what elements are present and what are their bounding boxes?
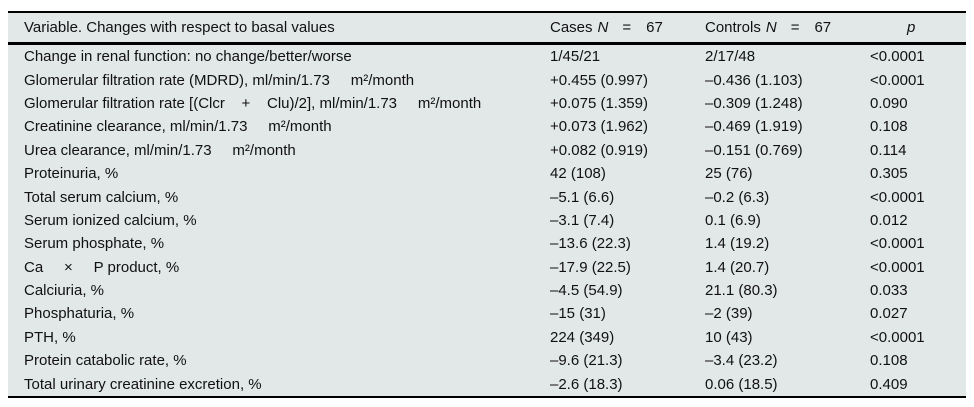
cell-cases: +0.082 (0.919) <box>550 141 648 159</box>
cell-variable: Serum phosphate, % <box>24 235 165 253</box>
cell-variable: Glomerular filtration rate [(Clcr + Clu)… <box>24 94 482 112</box>
cell-variable: Total urinary creatinine excretion, % <box>24 375 262 393</box>
cell-variable: Ca × P product, % <box>24 258 180 276</box>
cell-cases: +0.073 (1.962) <box>550 118 648 136</box>
cell-cases: –9.6 (21.3) <box>550 352 623 370</box>
cell-variable: Calciuria, % <box>24 282 105 300</box>
cell-controls: 0.1 (6.9) <box>705 211 761 229</box>
cell-variable: Phosphaturia, % <box>24 305 135 323</box>
cell-p: <0.0001 <box>870 188 925 206</box>
cell-controls: 1.4 (19.2) <box>705 235 770 253</box>
cell-controls: 0.06 (18.5) <box>705 375 778 393</box>
cell-cases: –2.6 (18.3) <box>550 375 623 393</box>
cell-controls: 2/17/48 <box>705 48 756 66</box>
cell-cases: –5.1 (6.6) <box>550 188 615 206</box>
controls-label: Controls <box>705 19 761 36</box>
cases-label: Cases <box>550 19 593 36</box>
cell-cases: +0.455 (0.997) <box>550 71 648 89</box>
table-row: Glomerular filtration rate (MDRD), ml/mi… <box>8 68 966 91</box>
table-row: Serum phosphate, % –13.6 (22.3) 1.4 (19.2)… <box>8 232 966 255</box>
cell-controls: 21.1 (80.3) <box>705 282 778 300</box>
table-row: Protein catabolic rate, % –9.6 (21.3) –3.4… <box>8 349 966 372</box>
table-row: Change in renal function: no change/bett… <box>8 44 966 69</box>
cell-p: 0.108 <box>870 352 908 370</box>
cell-p: <0.0001 <box>870 328 925 346</box>
controls-equals-sign: = <box>790 19 800 36</box>
cell-controls: –0.2 (6.3) <box>705 188 770 206</box>
table-body: Change in renal function: no change/bett… <box>8 44 966 397</box>
cell-p: <0.0001 <box>870 48 925 66</box>
cell-controls: –0.436 (1.103) <box>705 71 803 89</box>
cell-p: 0.108 <box>870 118 908 136</box>
cell-p: 0.033 <box>870 282 908 300</box>
cell-controls: –0.151 (0.769) <box>705 141 803 159</box>
cell-variable: PTH, % <box>24 328 76 346</box>
cell-cases: 1/45/21 <box>550 48 601 66</box>
table-row: Glomerular filtration rate [(Clcr + Clu)… <box>8 92 966 115</box>
controls-n-symbol: N <box>765 19 777 36</box>
column-header-p: p <box>870 12 966 45</box>
cell-variable: Proteinuria, % <box>24 165 119 183</box>
cell-cases: –15 (31) <box>550 305 606 323</box>
cell-p: 0.012 <box>870 211 908 229</box>
cell-p: 0.409 <box>870 375 908 393</box>
table-row: Calciuria, % –4.5 (54.9) 21.1 (80.3) 0.033 <box>8 279 966 302</box>
cell-variable: Total serum calcium, % <box>24 188 179 206</box>
table-row: Urea clearance, ml/min/1.73 m²/month +0.0… <box>8 139 966 162</box>
cell-controls: –0.309 (1.248) <box>705 94 803 112</box>
cell-variable: Creatinine clearance, ml/min/1.73 m²/mon… <box>24 118 332 136</box>
column-header-variable: Variable. Changes with respect to basal … <box>8 12 550 45</box>
controls-count: 67 <box>814 19 832 36</box>
cases-count: 67 <box>646 19 663 36</box>
results-table: Variable. Changes with respect to basal … <box>8 11 966 398</box>
cell-variable: Glomerular filtration rate (MDRD), ml/mi… <box>24 71 415 89</box>
column-header-controls: Controls N = 67 <box>705 12 870 45</box>
table-row: PTH, % 224 (349) 10 (43) <0.0001 <box>8 326 966 349</box>
column-header-cases: Cases N = 67 <box>550 12 705 45</box>
cell-controls: 1.4 (20.7) <box>705 258 770 276</box>
table-row: Proteinuria, % 42 (108) 25 (76) 0.305 <box>8 162 966 185</box>
cell-controls: 10 (43) <box>705 328 753 346</box>
cell-cases: –17.9 (22.5) <box>550 258 631 276</box>
table-row: Phosphaturia, % –15 (31) –2 (39) 0.027 <box>8 302 966 325</box>
cell-controls: –2 (39) <box>705 305 753 323</box>
cell-p: <0.0001 <box>870 235 925 253</box>
table-container: Variable. Changes with respect to basal … <box>8 11 966 398</box>
table-row: Total urinary creatinine excretion, % –2.… <box>8 372 966 396</box>
table-row: Serum ionized calcium, % –3.1 (7.4) 0.1 (6… <box>8 209 966 232</box>
cell-controls: –3.4 (23.2) <box>705 352 778 370</box>
cell-controls: –0.469 (1.919) <box>705 118 803 136</box>
cases-n-symbol: N <box>597 19 609 36</box>
cell-p: 0.027 <box>870 305 908 323</box>
cell-variable: Change in renal function: no change/bett… <box>24 48 352 66</box>
cell-p: 0.090 <box>870 94 908 112</box>
cell-variable: Protein catabolic rate, % <box>24 352 187 370</box>
cell-cases: +0.075 (1.359) <box>550 94 648 112</box>
cell-cases: –13.6 (22.3) <box>550 235 631 253</box>
table-row: Creatinine clearance, ml/min/1.73 m²/mon… <box>8 115 966 138</box>
cell-p: 0.114 <box>870 141 907 159</box>
table-header: Variable. Changes with respect to basal … <box>8 12 966 45</box>
cell-p: <0.0001 <box>870 258 925 276</box>
cases-equals-sign: = <box>622 19 632 36</box>
table-row: Total serum calcium, % –5.1 (6.6) –0.2 (6.… <box>8 185 966 208</box>
cell-cases: 42 (108) <box>550 165 606 183</box>
header-row: Variable. Changes with respect to basal … <box>8 12 966 45</box>
cell-cases: –4.5 (54.9) <box>550 282 623 300</box>
cell-variable: Urea clearance, ml/min/1.73 m²/month <box>24 141 296 159</box>
cell-p: 0.305 <box>870 165 908 183</box>
cell-p: <0.0001 <box>870 71 925 89</box>
table-row: Ca × P product, % –17.9 (22.5) 1.4 (20.7) <… <box>8 256 966 279</box>
cell-cases: 224 (349) <box>550 328 615 346</box>
cell-controls: 25 (76) <box>705 165 753 183</box>
cell-cases: –3.1 (7.4) <box>550 211 615 229</box>
cell-variable: Serum ionized calcium, % <box>24 211 197 229</box>
p-value-label: p <box>907 19 916 36</box>
